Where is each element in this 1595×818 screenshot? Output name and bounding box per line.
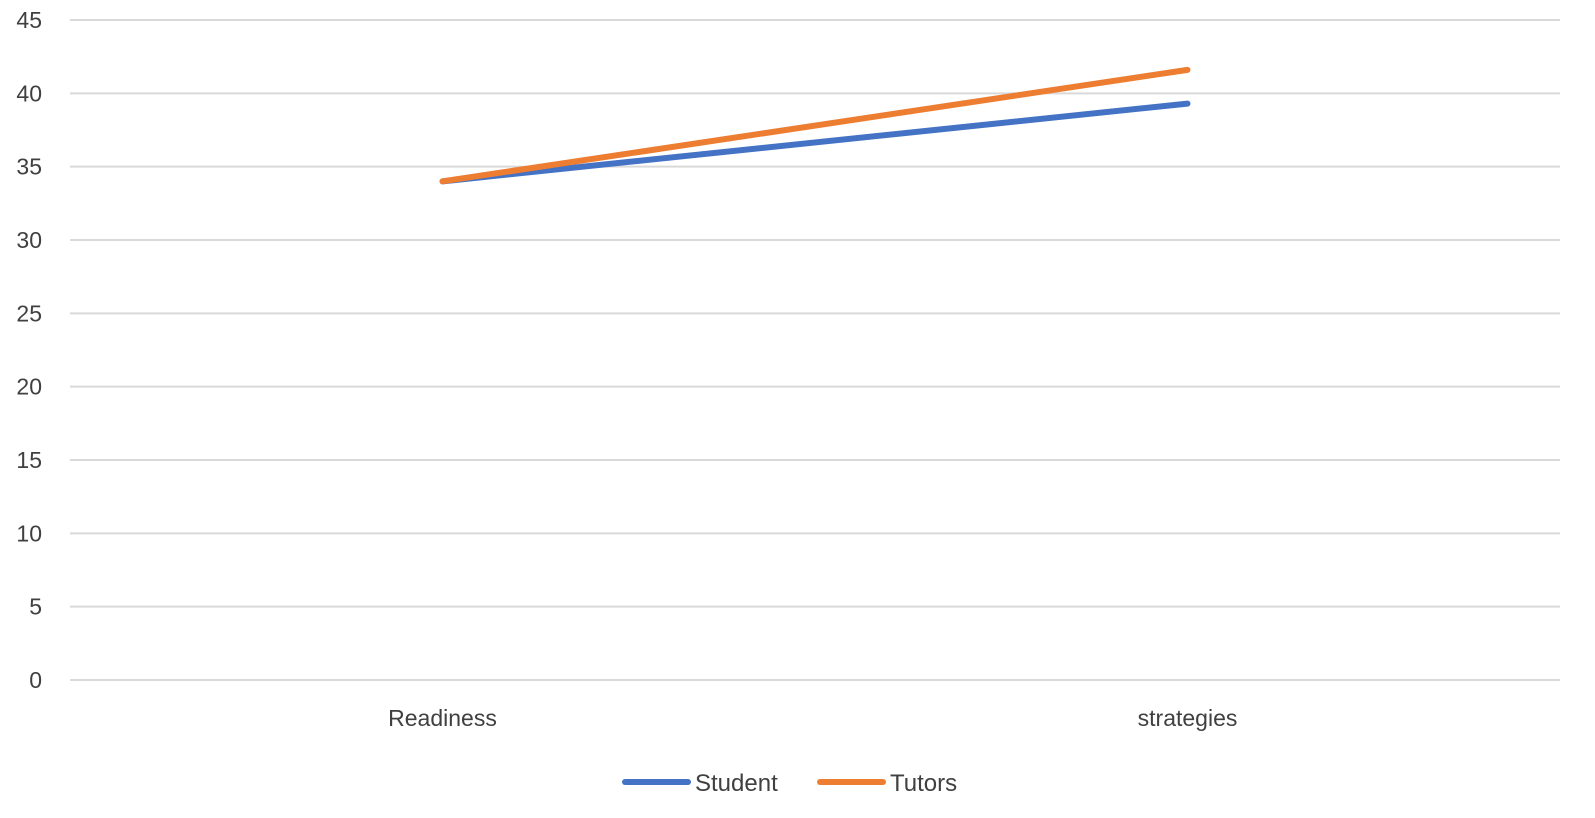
series-lines <box>439 66 1191 185</box>
y-tick-label: 30 <box>16 227 42 253</box>
y-tick-label: 0 <box>29 667 42 693</box>
series-line-student <box>439 100 1191 185</box>
x-tick-label: Readiness <box>388 705 497 731</box>
legend-label: Student <box>695 770 778 797</box>
legend: Student Tutors <box>622 770 957 797</box>
y-axis-ticks: 0 5 10 15 20 25 30 35 40 45 <box>16 7 42 693</box>
y-tick-label: 10 <box>16 520 42 546</box>
y-tick-label: 25 <box>16 300 42 326</box>
x-tick-label: strategies <box>1138 705 1238 731</box>
y-tick-label: 35 <box>16 154 42 180</box>
y-tick-label: 5 <box>29 594 42 620</box>
x-axis-ticks: Readiness strategies <box>388 705 1237 731</box>
series-line-tutors <box>439 66 1191 185</box>
y-tick-label: 40 <box>16 80 42 106</box>
y-tick-label: 15 <box>16 447 42 473</box>
legend-item-tutors: Tutors <box>817 770 957 797</box>
legend-label: Tutors <box>890 770 957 797</box>
y-tick-label: 45 <box>16 7 42 33</box>
y-tick-label: 20 <box>16 374 42 400</box>
legend-item-student: Student <box>622 770 778 797</box>
gridlines <box>70 19 1560 681</box>
